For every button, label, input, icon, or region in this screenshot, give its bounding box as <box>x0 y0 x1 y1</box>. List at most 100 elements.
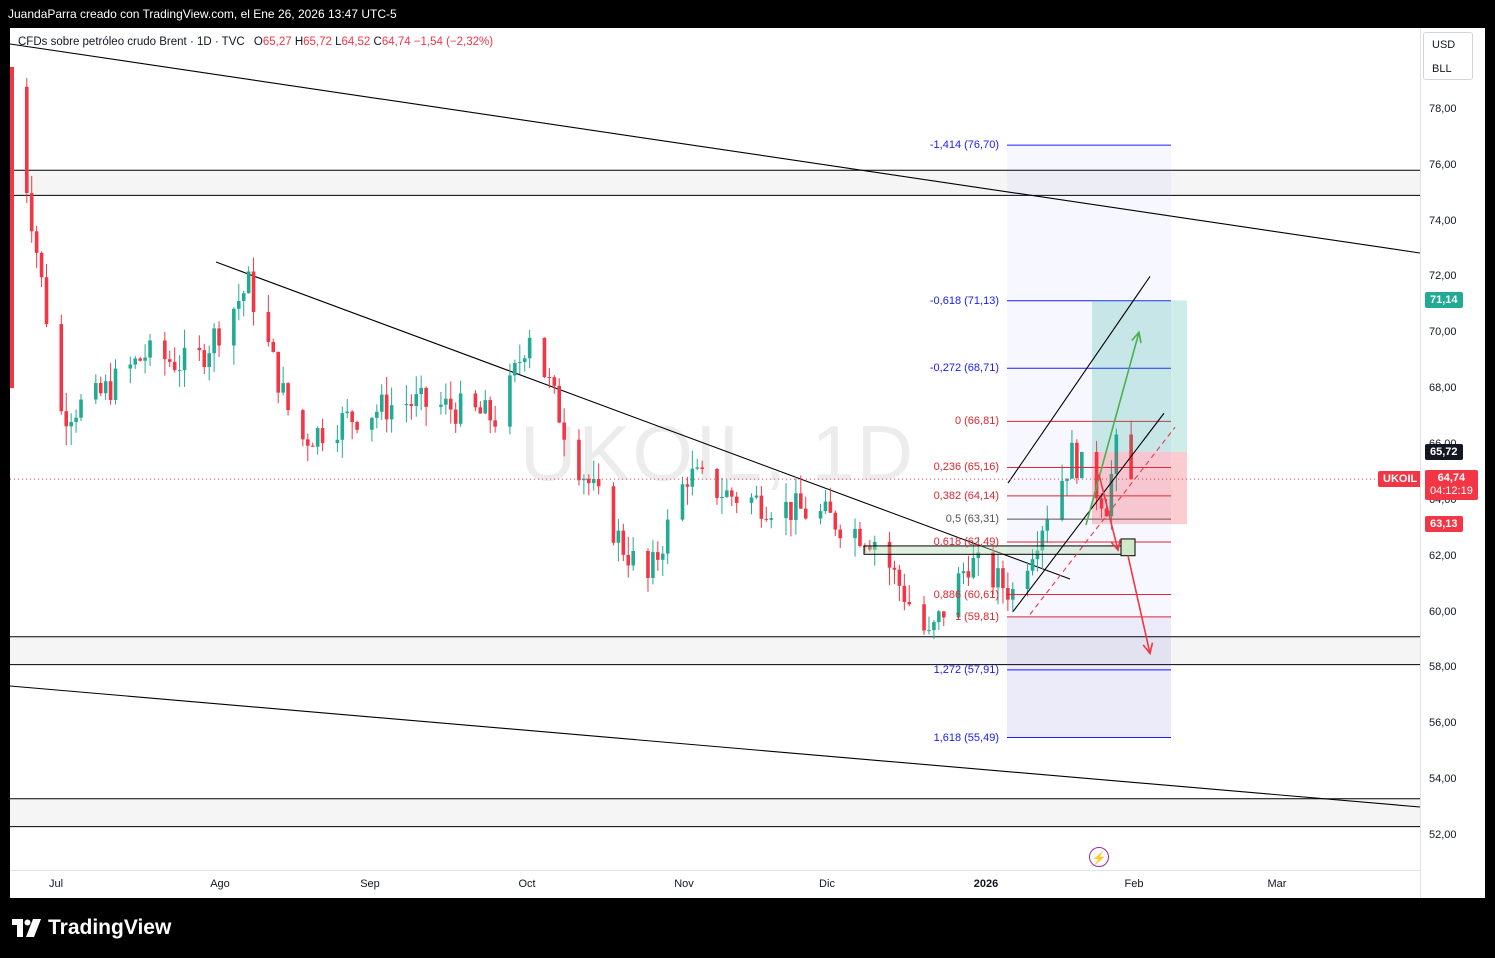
candle-down <box>922 604 926 631</box>
chart-frame[interactable]: UKOIL, 1D -1,414 (76,70) -0,618 (71,13) -0… <box>10 28 1485 898</box>
symbol-legend[interactable]: CFDs sobre petróleo crudo Brent · 1D · T… <box>18 36 493 48</box>
support-box <box>1120 538 1136 557</box>
fib-level-label: 1,618 (55,49) <box>933 731 999 744</box>
price-axis[interactable]: USD BLL 52,00 54,00 56,00 58,00 60,00 62,00 64… <box>1420 28 1485 898</box>
candle-up <box>148 340 152 358</box>
price-tick: 76,00 <box>1429 158 1457 171</box>
candle-down <box>202 350 207 367</box>
zone-fill <box>10 636 1420 665</box>
candle-up <box>695 467 700 469</box>
candle-down <box>715 469 719 498</box>
candle-up <box>1030 559 1035 571</box>
currency-label: USD <box>1432 39 1456 51</box>
fib-extension-band <box>1007 616 1171 738</box>
candle-up <box>1035 550 1040 560</box>
plot-area[interactable]: UKOIL, 1D -1,414 (76,70) -0,618 (71,13) -0… <box>10 28 1420 870</box>
candle-up <box>932 622 936 631</box>
time-tick: Ago <box>210 878 230 890</box>
candle-down <box>897 569 902 586</box>
candle-up <box>823 501 828 512</box>
channel-dashed-line <box>1029 426 1176 615</box>
candle-up <box>996 568 1000 588</box>
channel-upper-line <box>1007 276 1151 484</box>
candle-down <box>991 552 995 588</box>
candle-up <box>444 398 448 405</box>
candle-up <box>315 428 320 447</box>
bearish-arrow-head <box>1142 642 1154 656</box>
candle-up <box>794 493 798 520</box>
candle-up <box>113 368 118 400</box>
bearish-arrow <box>1098 474 1119 551</box>
fib-level-label: 0,5 (63,31) <box>945 513 999 526</box>
bullish-arrow-head <box>1131 330 1142 344</box>
legend-close-label: C <box>373 36 382 48</box>
candle-up <box>1040 530 1045 551</box>
zone-fill <box>10 170 1420 196</box>
candle-up <box>927 630 931 632</box>
candle-up <box>976 552 981 558</box>
candle-down <box>493 420 497 427</box>
symbol-tag: UKOIL <box>1378 471 1420 488</box>
candle-up <box>182 347 187 371</box>
candle-down <box>941 611 946 618</box>
candle-up <box>207 353 211 367</box>
candle-down <box>355 422 359 430</box>
high-price-label: 65,72 <box>1425 443 1463 460</box>
lightning-icon[interactable]: ⚡ <box>1089 847 1109 867</box>
price-tick: 70,00 <box>1429 326 1457 339</box>
price-tick: 58,00 <box>1429 661 1457 674</box>
candle-down <box>39 252 44 278</box>
candle-up <box>591 479 596 484</box>
legend-change: −1,54 (−2,32%) <box>413 36 494 48</box>
candle-down <box>172 361 177 371</box>
time-tick: Oct <box>518 878 536 890</box>
candle-up <box>660 553 665 560</box>
price-tick: 56,00 <box>1429 717 1457 730</box>
price-tick: 78,00 <box>1429 102 1457 115</box>
candle-up <box>725 490 729 497</box>
candle-up <box>241 293 246 301</box>
candle-down <box>587 478 591 484</box>
candle-up <box>680 484 685 520</box>
legend-high-label: H <box>294 36 304 48</box>
candle-down <box>828 501 833 513</box>
bearish-arrow-head <box>1110 539 1122 552</box>
candle-down <box>557 385 562 423</box>
chart-canvas[interactable] <box>10 28 1420 870</box>
candle-up <box>769 518 774 520</box>
price-tick: 72,00 <box>1429 270 1457 283</box>
bearish-arrow <box>1127 555 1151 654</box>
candle-up <box>133 358 138 365</box>
time-tick: Jul <box>48 878 64 890</box>
candle-down <box>29 193 34 232</box>
candle-up <box>720 496 724 498</box>
time-tick: Mar <box>1267 878 1287 890</box>
last-price-label: 64,74 04:12:19 <box>1425 470 1478 501</box>
support-rectangle <box>863 545 1135 555</box>
candle-up <box>389 405 394 420</box>
descending-trendline-top <box>10 43 1420 254</box>
candle-up <box>818 511 823 519</box>
candle-down <box>448 398 453 410</box>
candle-down <box>868 546 872 550</box>
time-axis[interactable]: Jul Ago Sep Oct Nov Dic 2026 Feb Mar <box>10 870 1420 898</box>
candle-down <box>24 86 29 194</box>
candle-up <box>1109 473 1114 517</box>
candle-up <box>79 399 83 418</box>
fib-level-label: 0 (66,81) <box>954 415 999 428</box>
last-price-value: 64,74 <box>1437 472 1466 485</box>
header-text: JuandaParra creado con TradingView.com, … <box>8 7 397 21</box>
candle-down <box>542 337 547 378</box>
candle-up <box>212 328 216 354</box>
candle-down <box>167 359 172 362</box>
candle-down <box>409 404 414 407</box>
candle-up <box>246 271 251 294</box>
candle-down <box>902 585 907 602</box>
candle-up <box>370 417 374 430</box>
currency-box[interactable]: USD BLL <box>1423 32 1473 80</box>
target-price-label: 71,14 <box>1425 292 1463 309</box>
tradingview-logo[interactable]: TradingView <box>12 916 171 940</box>
candle-down <box>799 493 803 509</box>
candle-down <box>552 377 557 386</box>
candle-up <box>177 370 182 372</box>
